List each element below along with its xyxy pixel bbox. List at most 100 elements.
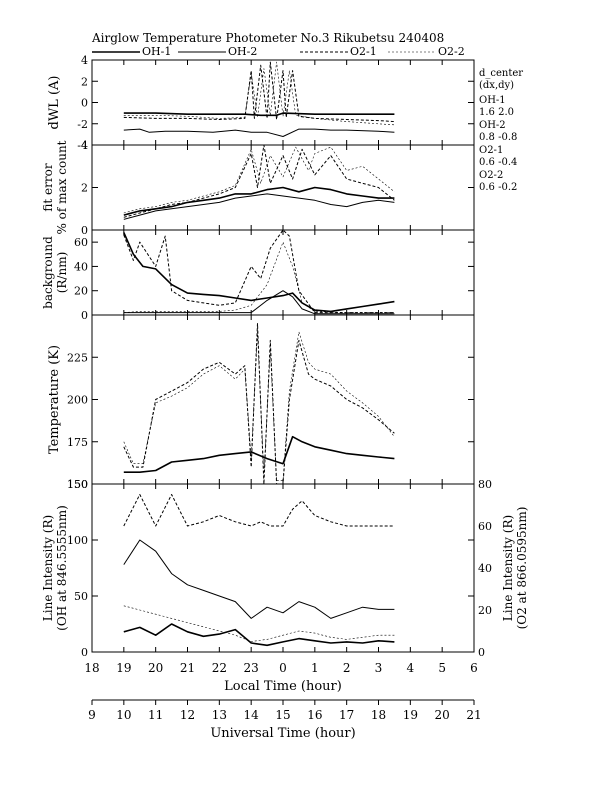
panel-fit_error: 0 2 4 fit error% of max count <box>41 139 475 237</box>
xtick-label-local: 4 <box>407 661 415 675</box>
panel-dwl: -4 -2 0 2 4 dWL (A) <box>47 54 475 152</box>
series-line-dwl-O2-1 <box>123 61 395 123</box>
panel-frame-intensity <box>91 483 475 653</box>
ytick-label-right: 20 <box>478 604 492 617</box>
ytick-label: 60 <box>74 236 88 249</box>
legend-label-oh2: OH-2 <box>228 45 257 58</box>
series-line-fit_error-O2-2 <box>123 146 395 214</box>
xtick-label-local: 3 <box>375 661 383 675</box>
series-line-intensity-O2-1 <box>123 494 395 527</box>
xtick-label-universal: 18 <box>371 708 386 722</box>
chart-panels: -4 -2 0 2 4 dWL (A) 0 2 4 fit error% of max count… <box>41 54 529 659</box>
series-line-fit_error-OH-1 <box>123 186 395 216</box>
ylabel-background: (R/nm) <box>55 252 69 294</box>
xtick-label-local: 19 <box>116 661 131 675</box>
note-label-o21: O2-1 <box>479 145 503 156</box>
ylabel-right-intensity: (O2 at 866.0595nm) <box>515 507 529 630</box>
ytick-label: 4 <box>81 54 88 67</box>
series-line-intensity-OH-2 <box>123 539 395 619</box>
legend-label-o21: O2-1 <box>350 45 377 58</box>
xtick-label-local: 2 <box>343 661 351 675</box>
panel-temperature: 150 175 200 225 Temperature (K) <box>47 314 475 491</box>
xtick-label-universal: 20 <box>435 708 450 722</box>
ytick-label: 150 <box>67 478 88 491</box>
ylabel-fit_error: % of max count <box>55 140 69 234</box>
series-line-intensity-O2-2 <box>123 605 395 642</box>
xtick-label-universal: 13 <box>212 708 227 722</box>
xtick-label-universal: 10 <box>116 708 131 722</box>
xtick-label-universal: 9 <box>88 708 96 722</box>
ytick-label: 100 <box>67 534 88 547</box>
ylabel-background: background <box>41 236 55 309</box>
ytick-label: 40 <box>74 260 88 273</box>
ytick-label-right: 40 <box>478 562 492 575</box>
xtick-label-local: 5 <box>438 661 446 675</box>
xtick-label-universal: 14 <box>244 708 260 722</box>
ytick-label: 0 <box>81 309 88 322</box>
note-header-1: d_center <box>479 68 523 79</box>
series-line-dwl-O2-2 <box>123 61 395 126</box>
ytick-label-right: 80 <box>478 478 492 491</box>
ylabel-intensity: Line Intensity (R) <box>41 515 55 621</box>
ylabel-intensity: (OH at 846.5555nm) <box>55 505 69 631</box>
legend-label-oh1: OH-1 <box>142 45 171 58</box>
xtick-label-local: 23 <box>244 661 259 675</box>
ytick-label: 2 <box>81 75 88 88</box>
xtick-label-local: 0 <box>279 661 287 675</box>
ytick-label: 150 <box>67 478 88 491</box>
note-header-2: (dx,dy) <box>479 80 514 91</box>
xtick-label-universal: 12 <box>180 708 195 722</box>
ytick-label: 0 <box>81 97 88 110</box>
ytick-label: 200 <box>67 394 88 407</box>
ytick-label: -2 <box>77 118 88 131</box>
panel-background: 0 20 40 60 background (R/nm) <box>41 229 475 322</box>
ytick-label: 4 <box>81 139 88 152</box>
side-notes: d_center (dx,dy) OH-1 1.6 2.0 OH-2 0.8 -… <box>479 68 523 193</box>
ytick-label: 175 <box>67 436 88 449</box>
series-line-dwl-OH-1 <box>123 112 395 117</box>
series-line-temperature-O2-1 <box>123 323 395 485</box>
ylabel-right-intensity: Line Intensity (R) <box>501 515 515 621</box>
series-line-intensity-OH-1 <box>123 623 395 647</box>
note-vals-o22: 0.6 -0.2 <box>479 182 517 193</box>
note-vals-oh2: 0.8 -0.8 <box>479 132 517 143</box>
xtick-label-local: 20 <box>148 661 163 675</box>
xlabel-universal: Universal Time (hour) <box>210 726 355 741</box>
xtick-label-local: 6 <box>470 661 478 675</box>
series-line-temperature-O2-2 <box>123 331 395 481</box>
xtick-label-universal: 16 <box>307 708 322 722</box>
ytick-label: 2 <box>81 182 88 195</box>
series-line-background-O2-2 <box>123 241 395 313</box>
legend: OH-1 OH-2 O2-1 O2-2 <box>92 45 465 58</box>
series-line-dwl-OH-2 <box>123 128 395 137</box>
ytick-label: 20 <box>74 285 88 298</box>
series-line-background-O2-1 <box>123 229 395 314</box>
ytick-label: -4 <box>77 139 88 152</box>
figure-title: Airglow Temperature Photometer No.3 Riku… <box>91 31 444 45</box>
series-line-fit_error-O2-1 <box>123 144 395 218</box>
note-vals-o21: 0.6 -0.4 <box>479 157 517 168</box>
ytick-label-right: 60 <box>478 520 492 533</box>
legend-label-o22: O2-2 <box>438 45 465 58</box>
ylabel-temperature: Temperature (K) <box>47 345 62 454</box>
note-vals-oh1: 1.6 2.0 <box>479 107 514 118</box>
series-line-background-OH-2 <box>123 290 395 315</box>
ytick-label: 0 <box>81 224 88 237</box>
xtick-label-local: 22 <box>212 661 227 675</box>
note-label-oh2: OH-2 <box>479 120 506 131</box>
ytick-label: 0 <box>81 646 88 659</box>
xtick-label-local: 18 <box>84 661 99 675</box>
xtick-label-universal: 19 <box>403 708 418 722</box>
xtick-label-universal: 17 <box>339 708 354 722</box>
xtick-label-local: 1 <box>311 661 319 675</box>
xtick-label-universal: 11 <box>148 708 163 722</box>
ytick-label: 225 <box>67 351 88 364</box>
ylabel-dwl: dWL (A) <box>47 76 62 130</box>
xtick-label-universal: 21 <box>466 708 481 722</box>
note-label-o22: O2-2 <box>479 170 503 181</box>
note-label-oh1: OH-1 <box>479 95 506 106</box>
ylabel-fit_error: fit error <box>41 163 55 211</box>
